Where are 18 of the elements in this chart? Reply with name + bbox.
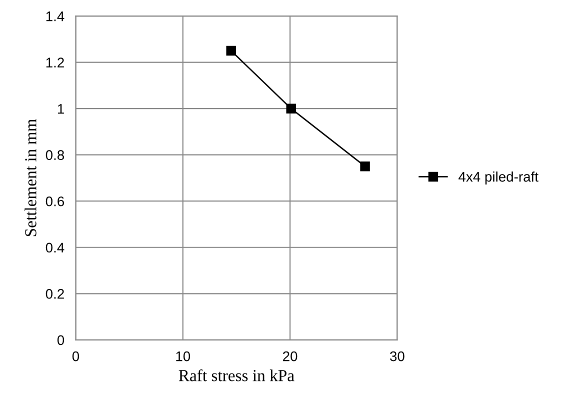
y-tick-label: 0.8 bbox=[46, 150, 64, 160]
x-tick-label: 0 bbox=[72, 351, 80, 362]
y-tick-label: 1 bbox=[58, 104, 64, 114]
y-tick-label: 0.6 bbox=[46, 196, 64, 206]
point bbox=[286, 104, 296, 114]
x-axis-title: Raft stress in kPa bbox=[178, 369, 294, 382]
point bbox=[226, 46, 236, 56]
x-tick-label: 30 bbox=[390, 351, 404, 362]
x-tick-label: 20 bbox=[283, 351, 298, 362]
y-tick-label: 0.4 bbox=[46, 242, 64, 253]
y-tick-label: 0.2 bbox=[46, 288, 64, 299]
legend-label: 4x4 piled-raft bbox=[458, 172, 538, 184]
y-tick-label: 1.2 bbox=[46, 58, 64, 68]
y-tick-label: 1.4 bbox=[46, 12, 64, 22]
point bbox=[360, 162, 370, 172]
x-tick-label: 10 bbox=[176, 351, 190, 362]
y-tick-label: 0 bbox=[57, 335, 64, 346]
y-axis-title: Settlement in mm bbox=[24, 118, 36, 236]
